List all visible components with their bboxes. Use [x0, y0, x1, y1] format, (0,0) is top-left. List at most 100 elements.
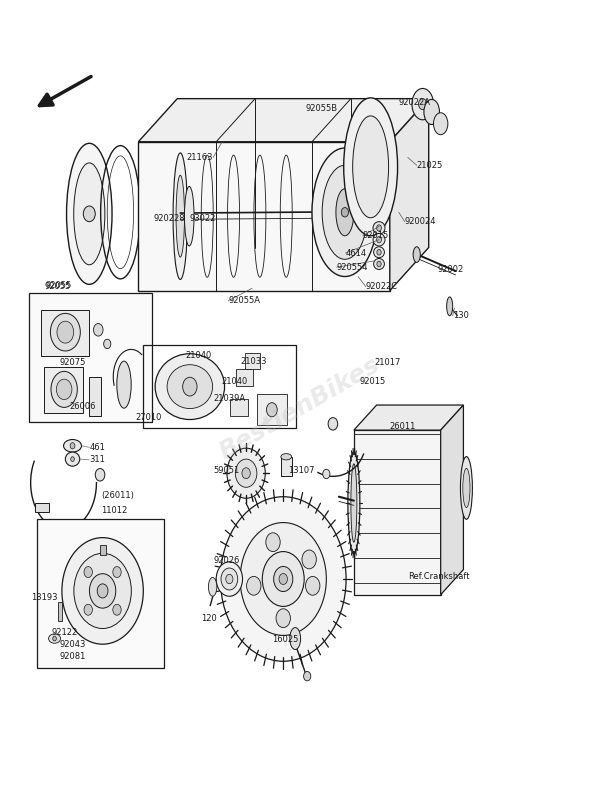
Ellipse shape — [336, 188, 354, 236]
Text: 27010: 27010 — [136, 413, 162, 422]
Text: 21033: 21033 — [240, 356, 266, 366]
Circle shape — [266, 403, 277, 417]
Text: 13193: 13193 — [31, 593, 57, 602]
Text: 21163: 21163 — [186, 153, 213, 162]
Circle shape — [221, 568, 238, 590]
Text: 16025: 16025 — [272, 635, 299, 644]
Ellipse shape — [424, 100, 439, 125]
Circle shape — [377, 261, 381, 267]
Text: 92122: 92122 — [52, 628, 78, 637]
Ellipse shape — [312, 148, 378, 276]
Ellipse shape — [328, 418, 338, 430]
Text: 92055: 92055 — [46, 281, 72, 290]
Circle shape — [227, 448, 265, 498]
Circle shape — [240, 523, 326, 635]
Text: 26011: 26011 — [390, 422, 416, 431]
Text: (26011): (26011) — [101, 491, 134, 500]
Ellipse shape — [117, 361, 131, 408]
Text: 920024: 920024 — [405, 217, 436, 226]
Circle shape — [341, 207, 349, 217]
Text: 13107: 13107 — [288, 466, 314, 476]
Ellipse shape — [184, 186, 194, 246]
Ellipse shape — [374, 246, 385, 257]
Circle shape — [113, 567, 121, 578]
Text: 920228: 920228 — [154, 214, 185, 223]
Ellipse shape — [50, 313, 80, 351]
Text: 92002: 92002 — [437, 265, 464, 274]
Text: 461: 461 — [89, 443, 105, 452]
Circle shape — [279, 574, 287, 585]
Ellipse shape — [412, 89, 433, 120]
Circle shape — [113, 604, 121, 615]
Circle shape — [226, 575, 233, 584]
Ellipse shape — [413, 246, 421, 262]
Text: 92081: 92081 — [59, 652, 86, 661]
Circle shape — [94, 323, 103, 336]
Ellipse shape — [173, 153, 187, 279]
Bar — [35, 503, 49, 513]
Bar — [281, 457, 292, 476]
Ellipse shape — [56, 379, 72, 400]
Polygon shape — [139, 142, 390, 290]
Ellipse shape — [373, 233, 385, 246]
Text: 93022: 93022 — [189, 214, 215, 223]
Circle shape — [276, 609, 290, 627]
Bar — [89, 377, 101, 416]
Circle shape — [74, 553, 131, 629]
Circle shape — [53, 636, 56, 641]
Text: 92015: 92015 — [363, 232, 389, 240]
Text: 11012: 11012 — [101, 506, 128, 514]
Text: 92055B: 92055B — [306, 104, 338, 113]
Ellipse shape — [290, 627, 301, 649]
Bar — [58, 602, 62, 621]
Circle shape — [302, 550, 316, 569]
Circle shape — [247, 576, 261, 595]
Text: 130: 130 — [452, 311, 469, 320]
Ellipse shape — [322, 166, 368, 259]
Ellipse shape — [95, 469, 105, 481]
Text: 92015: 92015 — [360, 377, 386, 386]
Circle shape — [274, 567, 293, 592]
Ellipse shape — [51, 371, 77, 407]
Text: 21040: 21040 — [185, 351, 211, 360]
Text: 21040: 21040 — [221, 377, 247, 386]
Circle shape — [89, 574, 116, 608]
Circle shape — [70, 443, 75, 449]
Circle shape — [84, 604, 92, 615]
Ellipse shape — [463, 469, 470, 508]
Bar — [41, 310, 89, 356]
Bar — [236, 369, 253, 386]
Bar — [29, 293, 152, 422]
Circle shape — [377, 225, 382, 231]
Text: 311: 311 — [89, 455, 105, 465]
Circle shape — [377, 236, 382, 243]
Text: Ref.Crankshaft: Ref.Crankshaft — [408, 572, 469, 581]
Bar — [230, 399, 248, 416]
Text: 92022A: 92022A — [399, 98, 431, 107]
Ellipse shape — [433, 113, 448, 135]
Text: 59051: 59051 — [213, 466, 239, 476]
Circle shape — [71, 457, 74, 462]
Bar — [245, 353, 260, 369]
Bar — [143, 345, 296, 428]
Ellipse shape — [74, 163, 105, 265]
Ellipse shape — [67, 144, 112, 284]
Ellipse shape — [155, 354, 224, 419]
Ellipse shape — [281, 454, 292, 460]
Ellipse shape — [460, 457, 472, 520]
Ellipse shape — [208, 578, 217, 597]
Ellipse shape — [374, 258, 385, 269]
Text: 120: 120 — [201, 614, 217, 623]
Ellipse shape — [64, 440, 82, 452]
Circle shape — [97, 584, 108, 598]
Text: 21039A: 21039A — [213, 394, 245, 403]
Ellipse shape — [167, 365, 212, 408]
Polygon shape — [440, 405, 463, 595]
Text: 92043: 92043 — [59, 641, 86, 649]
Circle shape — [83, 206, 95, 221]
Text: 92055A: 92055A — [228, 296, 260, 305]
Text: 92055: 92055 — [44, 283, 71, 291]
Circle shape — [242, 468, 250, 479]
Text: BestienBikes: BestienBikes — [215, 352, 385, 464]
Circle shape — [377, 250, 381, 255]
